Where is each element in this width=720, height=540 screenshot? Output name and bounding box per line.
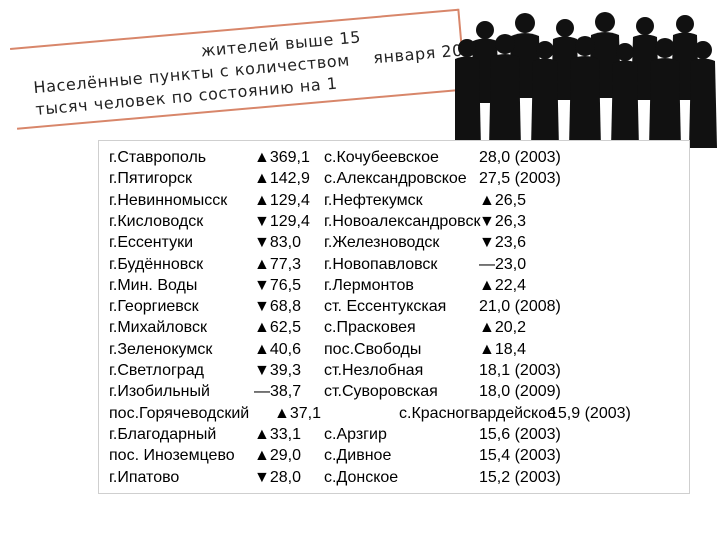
city-population: ▼83,0 xyxy=(254,234,301,252)
city-population: ▲37,1 xyxy=(274,404,321,422)
city-population: ▼76,5 xyxy=(254,276,301,294)
city-name: г.Изобильный xyxy=(109,383,210,401)
city-name: г.Михайловск xyxy=(109,319,207,337)
city-population: ▼68,8 xyxy=(254,298,301,316)
settlement-population: ▼23,6 xyxy=(479,234,526,252)
city-name: г.Мин. Воды xyxy=(109,276,198,294)
settlement-name: с.Александровское xyxy=(324,170,467,188)
settlement-population: ▲22,4 xyxy=(479,276,526,294)
settlement-name: г.Новопавловск xyxy=(324,255,438,273)
city-name: г.Невинномысск xyxy=(109,191,228,209)
settlement-population: ▼26,3 xyxy=(479,212,526,230)
city-population: ▼28,0 xyxy=(254,468,301,486)
settlement-name: пос.Свободы xyxy=(324,340,422,358)
city-name: г.Светлоград xyxy=(109,362,204,379)
settlement-population: —23,0 xyxy=(479,255,527,273)
city-population: ▲62,5 xyxy=(254,319,301,337)
settlement-population: 15,2 (2003) xyxy=(479,468,561,486)
city-name: г.Пятигорск xyxy=(109,170,193,188)
city-population: —38,7 xyxy=(254,383,302,401)
city-population: ▲29,0 xyxy=(254,447,301,465)
settlements-table: г.Ставрополь ▲369,1 с.Кочубеевское 28,0 (20… xyxy=(98,140,690,494)
settlement-population: 27,5 (2003) xyxy=(479,170,561,188)
settlement-name: с.Арзгир xyxy=(324,425,387,443)
city-name: г.Благодарный xyxy=(109,425,217,443)
city-name: г.Кисловодск xyxy=(109,212,204,230)
city-population: ▲40,6 xyxy=(254,340,301,358)
settlement-population: 15,9 (2003) xyxy=(549,404,631,422)
city-name: г.Будённовск xyxy=(109,255,204,273)
settlement-name: ст.Незлобная xyxy=(324,362,424,379)
settlement-name: с.Прасковея xyxy=(324,319,416,337)
city-population: ▲77,3 xyxy=(254,255,301,273)
settlement-population: ▲26,5 xyxy=(479,191,526,209)
settlement-name: ст.Суворовская xyxy=(324,383,438,401)
settlement-name: г.Лермонтов xyxy=(324,276,414,294)
city-name: пос.Горячеводский xyxy=(109,404,250,422)
settlement-name: с.Донское xyxy=(324,468,399,486)
settlement-name: с.Кочубеевское xyxy=(324,149,439,166)
people-silhouettes-illustration xyxy=(455,12,717,148)
city-population: ▼129,4 xyxy=(254,212,310,230)
settlement-population: 15,6 (2003) xyxy=(479,425,561,443)
settlement-name: с.Красногвардейское xyxy=(399,404,557,422)
settlement-population: 18,0 (2009) xyxy=(479,383,561,401)
settlement-name: г.Железноводск xyxy=(324,234,440,252)
title-band: жителей выше 15 Населённые пункты с коли… xyxy=(10,8,506,143)
city-population: ▲33,1 xyxy=(254,425,301,443)
city-name: г.Ставрополь xyxy=(109,149,207,166)
city-name: г.Ессентуки xyxy=(109,234,193,252)
city-population: ▲129,4 xyxy=(254,191,310,209)
settlement-population: 15,4 (2003) xyxy=(479,447,561,465)
settlement-name: ст. Ессентукская xyxy=(324,298,447,316)
settlement-population: 18,1 (2003) xyxy=(479,362,561,379)
city-name: г.Зеленокумск xyxy=(109,340,213,358)
city-name: пос. Иноземцево xyxy=(109,447,235,465)
settlement-population: ▲18,4 xyxy=(479,340,526,358)
city-population: ▲369,1 xyxy=(254,149,310,166)
city-name: г.Ипатово xyxy=(109,468,180,486)
settlement-name: г.Новоалександровск xyxy=(324,212,481,230)
city-population: ▼39,3 xyxy=(254,362,301,379)
city-population: ▲142,9 xyxy=(254,170,310,188)
settlement-name: г.Нефтекумск xyxy=(324,191,423,209)
settlement-name: с.Дивное xyxy=(324,447,392,465)
settlement-population: 21,0 (2008) xyxy=(479,298,561,316)
city-name: г.Георгиевск xyxy=(109,298,199,316)
settlement-population: ▲20,2 xyxy=(479,319,526,337)
settlement-population: 28,0 (2003) xyxy=(479,149,561,166)
